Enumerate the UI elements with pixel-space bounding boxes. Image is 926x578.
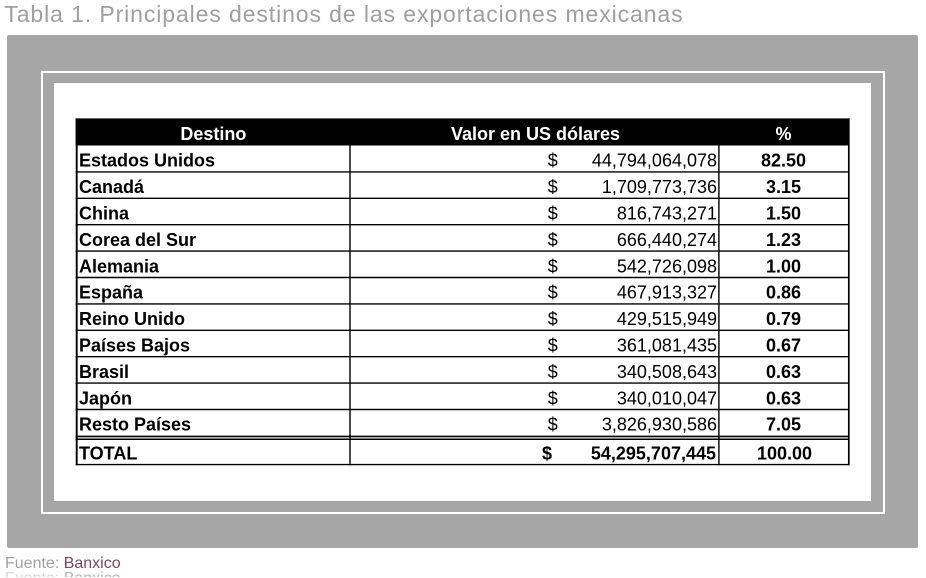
svg-text:España: España: [79, 283, 144, 303]
svg-text:1.00: 1.00: [766, 256, 801, 276]
svg-text:666,440,274: 666,440,274: [617, 230, 717, 250]
svg-text:1.50: 1.50: [766, 204, 801, 224]
svg-text:0.67: 0.67: [766, 336, 801, 356]
svg-text:Japón: Japón: [79, 388, 132, 408]
svg-text:$: $: [548, 204, 558, 224]
svg-text:1,709,773,736: 1,709,773,736: [602, 177, 717, 197]
svg-text:Corea del Sur: Corea del Sur: [79, 230, 196, 250]
svg-text:82.50: 82.50: [761, 151, 806, 171]
svg-text:7.05: 7.05: [766, 415, 801, 435]
svg-text:3,826,930,586: 3,826,930,586: [602, 415, 717, 435]
svg-text:542,726,098: 542,726,098: [617, 256, 717, 276]
svg-text:$: $: [548, 230, 558, 250]
svg-text:Brasil: Brasil: [79, 362, 129, 382]
svg-text:816,743,271: 816,743,271: [617, 204, 717, 224]
svg-text:Alemania: Alemania: [79, 256, 160, 276]
svg-text:$: $: [548, 415, 558, 435]
svg-text:$: $: [548, 283, 558, 303]
svg-text:3.15: 3.15: [766, 177, 801, 197]
svg-text:54,295,707,445: 54,295,707,445: [591, 443, 716, 463]
svg-text:Reino Unido: Reino Unido: [79, 309, 185, 329]
svg-text:100.00: 100.00: [757, 443, 812, 463]
svg-text:$: $: [548, 336, 558, 356]
svg-text:%: %: [775, 124, 791, 144]
svg-text:Países Bajos: Países Bajos: [79, 336, 190, 356]
svg-text:361,081,435: 361,081,435: [617, 336, 717, 356]
svg-text:467,913,327: 467,913,327: [617, 283, 717, 303]
svg-text:1.23: 1.23: [766, 230, 801, 250]
svg-text:0.63: 0.63: [766, 362, 801, 382]
svg-text:Resto Países: Resto Países: [79, 415, 191, 435]
svg-text:$: $: [548, 388, 558, 408]
svg-text:$: $: [548, 151, 558, 171]
svg-text:0.63: 0.63: [766, 388, 801, 408]
svg-text:Valor en US dólares: Valor en US dólares: [451, 124, 620, 144]
svg-text:$: $: [548, 362, 558, 382]
svg-text:TOTAL: TOTAL: [79, 443, 137, 463]
svg-text:Canadá: Canadá: [79, 177, 145, 197]
svg-text:429,515,949: 429,515,949: [617, 309, 717, 329]
svg-text:340,010,047: 340,010,047: [617, 388, 717, 408]
svg-text:Destino: Destino: [180, 124, 246, 144]
svg-text:$: $: [542, 443, 552, 463]
svg-text:$: $: [548, 309, 558, 329]
svg-text:$: $: [548, 177, 558, 197]
svg-text:0.86: 0.86: [766, 283, 801, 303]
svg-text:China: China: [79, 204, 130, 224]
svg-text:340,508,643: 340,508,643: [617, 362, 717, 382]
svg-text:$: $: [548, 256, 558, 276]
svg-text:0.79: 0.79: [766, 309, 801, 329]
svg-text:Estados Unidos: Estados Unidos: [79, 151, 215, 171]
svg-text:44,794,064,078: 44,794,064,078: [592, 151, 717, 171]
